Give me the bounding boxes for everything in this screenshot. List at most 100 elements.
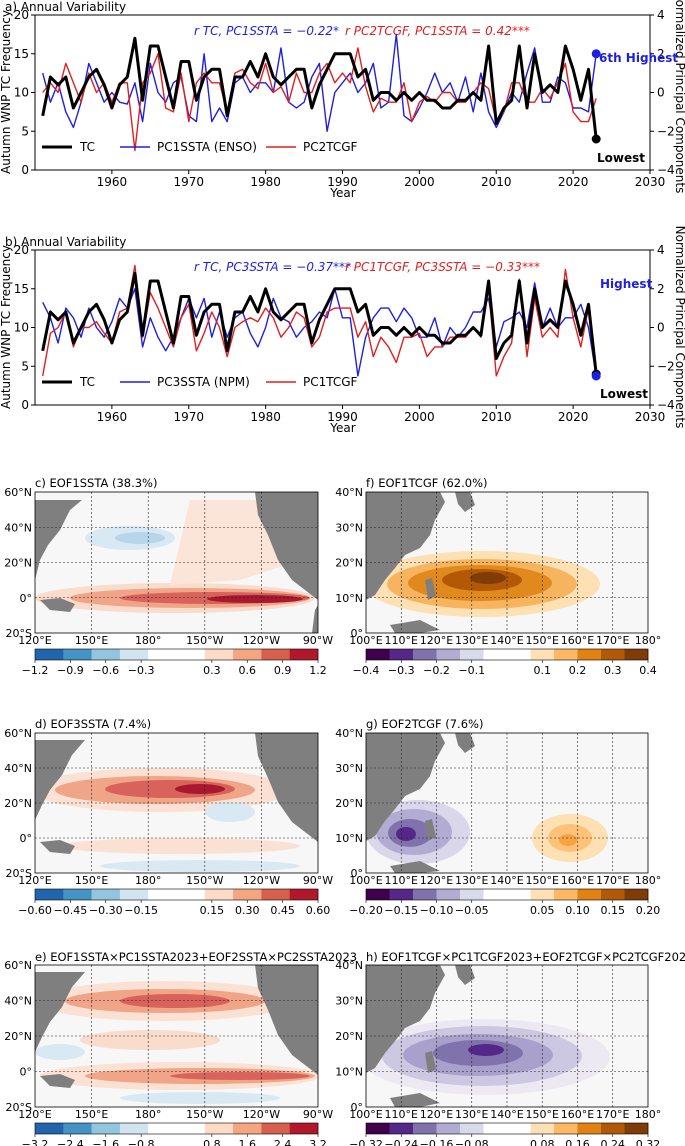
colorbar-swatch: [413, 649, 437, 660]
colorbar-tick-label: −0.3: [388, 664, 415, 677]
legend-b-pc3: PC3SSTA (NPM): [157, 375, 250, 389]
colorbar-tick-label: −0.60: [18, 904, 52, 917]
lat-label: 20°N: [335, 557, 363, 570]
y-tick-label: 15: [14, 47, 29, 61]
lon-label: 150°W: [186, 874, 223, 887]
x-tick-label: 2000: [404, 410, 435, 424]
lon-label: 140°E: [490, 1108, 523, 1121]
lat-label: 0°: [351, 1101, 364, 1114]
panel-b-corr-red: r PC1TCGF, PC3SSTA = −0.33***: [345, 260, 540, 274]
colorbar-swatch: [460, 1123, 484, 1134]
lon-label: 150°W: [186, 634, 223, 647]
x-tick-label: 1970: [173, 410, 204, 424]
lon-label: 150°E: [526, 634, 559, 647]
colorbar-tick-label: 0.10: [565, 904, 590, 917]
colorbar-swatch: [148, 889, 177, 900]
colorbar-tick-label: 0.1: [534, 664, 552, 677]
x-tick-label: 2030: [635, 410, 666, 424]
g-land-philippines: [425, 819, 436, 841]
panel-a-corr-red: r PC2TCGF, PC1SSTA = 0.42***: [345, 24, 530, 38]
d-field-equator-warm: [60, 838, 300, 854]
c-land-sa: [312, 605, 318, 633]
colorbar-tick-label: 0.05: [530, 904, 555, 917]
colorbar-swatch: [460, 649, 484, 660]
colorbar-tick-label: 0.6: [239, 664, 257, 677]
e-field-west-cool: [35, 1044, 85, 1060]
lon-label: 150°W: [186, 1108, 223, 1121]
y-tick-label: 0: [21, 163, 29, 177]
colorbar-frame: [34, 888, 319, 901]
colorbar-tick-label: 0.9: [274, 664, 292, 677]
colorbar-swatch: [148, 1123, 177, 1134]
lon-label: 100°E: [349, 1108, 382, 1121]
panel-f-grid: 100°E 110°E 120°E 130°E 140°E 150°E 160°E 170°E…: [335, 486, 661, 647]
colorbar-tick-label: −0.32: [349, 1138, 383, 1146]
lon-label: 100°E: [349, 634, 382, 647]
colorbar-swatch: [436, 889, 461, 900]
colorbar-tick-label: −0.2: [423, 664, 450, 677]
x-tick-label: 1980: [250, 175, 281, 189]
legend-a-pc1: PC1SSTA (ENSO): [157, 140, 257, 154]
colorbar-tick-label: −0.6: [92, 664, 119, 677]
legend-b-tc: TC: [79, 375, 95, 389]
x-tick-label: 2010: [481, 410, 512, 424]
colorbar-swatch: [366, 649, 390, 660]
c-land-asia: [35, 500, 82, 580]
panel-e-colorbar: −3.2 −2.4 −1.6 −0.8 0.8 1.6 2.4 3.2: [22, 1122, 327, 1146]
colorbar-swatch: [460, 889, 484, 900]
colorbar-swatch: [507, 889, 531, 900]
panel-h-title: h) EOF1TCGF×PC1TCGF2023+EOF2TCGF×PC2TCGF…: [366, 950, 685, 964]
colorbar-swatch: [507, 649, 531, 660]
y-right-tick-label: 0: [657, 86, 665, 100]
colorbar-swatch: [289, 889, 319, 900]
g-land-japan: [455, 733, 475, 753]
lon-label: 120°E: [18, 1108, 51, 1121]
lon-label: 180°: [635, 874, 662, 887]
colorbar-swatch: [601, 649, 625, 660]
x-tick-label: 1960: [97, 410, 128, 424]
lon-label: 150°E: [526, 1108, 559, 1121]
panel-f-map: f) EOF1TCGF (62.0%) 100°E 110°E 120°E 130°E…: [335, 476, 661, 677]
lon-label: 120°E: [420, 874, 453, 887]
x-tick-label: 2010: [481, 175, 512, 189]
lon-label: 180°: [135, 874, 162, 887]
colorbar-tick-label: 0.45: [270, 904, 295, 917]
d-land-maritime: [40, 840, 75, 854]
panel-e-grid: 120°E 150°E 180° 150°W 120°W 90°W 60°N 40°N 20°N…: [4, 959, 333, 1121]
marker-highest: [591, 371, 601, 381]
d-land-america: [255, 733, 318, 842]
colorbar-swatch: [530, 649, 555, 660]
colorbar-tick-label: 0.24: [601, 1138, 626, 1146]
e-land-maritime: [40, 1074, 75, 1088]
lon-label: 150°E: [75, 1108, 108, 1121]
colorbar-swatch: [91, 889, 121, 900]
lat-label: 60°N: [4, 727, 32, 740]
lon-label: 110°E: [385, 634, 418, 647]
lon-label: 120°E: [18, 874, 51, 887]
panel-c-colorbar: −1.2 −0.9 −0.6 −0.3 0.3 0.6 0.9 1.2: [22, 648, 327, 677]
d-land-asia: [35, 740, 85, 820]
colorbar-tick-label: 0.8: [203, 1138, 221, 1146]
colorbar-tick-label: 0.08: [530, 1138, 555, 1146]
colorbar-tick-label: −0.30: [89, 904, 123, 917]
colorbar-swatch: [507, 1123, 531, 1134]
colorbar-tick-label: 0.15: [601, 904, 626, 917]
colorbar-frame: [34, 1122, 319, 1135]
y-right-tick-label: 4: [657, 8, 665, 22]
colorbar-swatch: [261, 649, 290, 660]
colorbar-swatch: [233, 649, 262, 660]
g-land-borneo: [390, 861, 440, 873]
x-tick-label: 2030: [635, 175, 666, 189]
lat-label: 40°N: [335, 959, 363, 972]
panel-a-xlabel: Year: [329, 186, 355, 200]
colorbar-swatch: [366, 889, 390, 900]
f-land-borneo: [390, 620, 440, 633]
lon-label: 180°: [635, 634, 662, 647]
e-field-equator-core: [170, 1072, 310, 1080]
lat-label: 30°N: [335, 521, 363, 534]
colorbar-swatch: [63, 1123, 92, 1134]
panel-d-grid: 120°E 150°E 180° 150°W 120°W 90°W 60°N 40°N 20°N…: [4, 727, 333, 887]
colorbar-swatch: [35, 889, 64, 900]
colorbar-swatch: [530, 1123, 555, 1134]
